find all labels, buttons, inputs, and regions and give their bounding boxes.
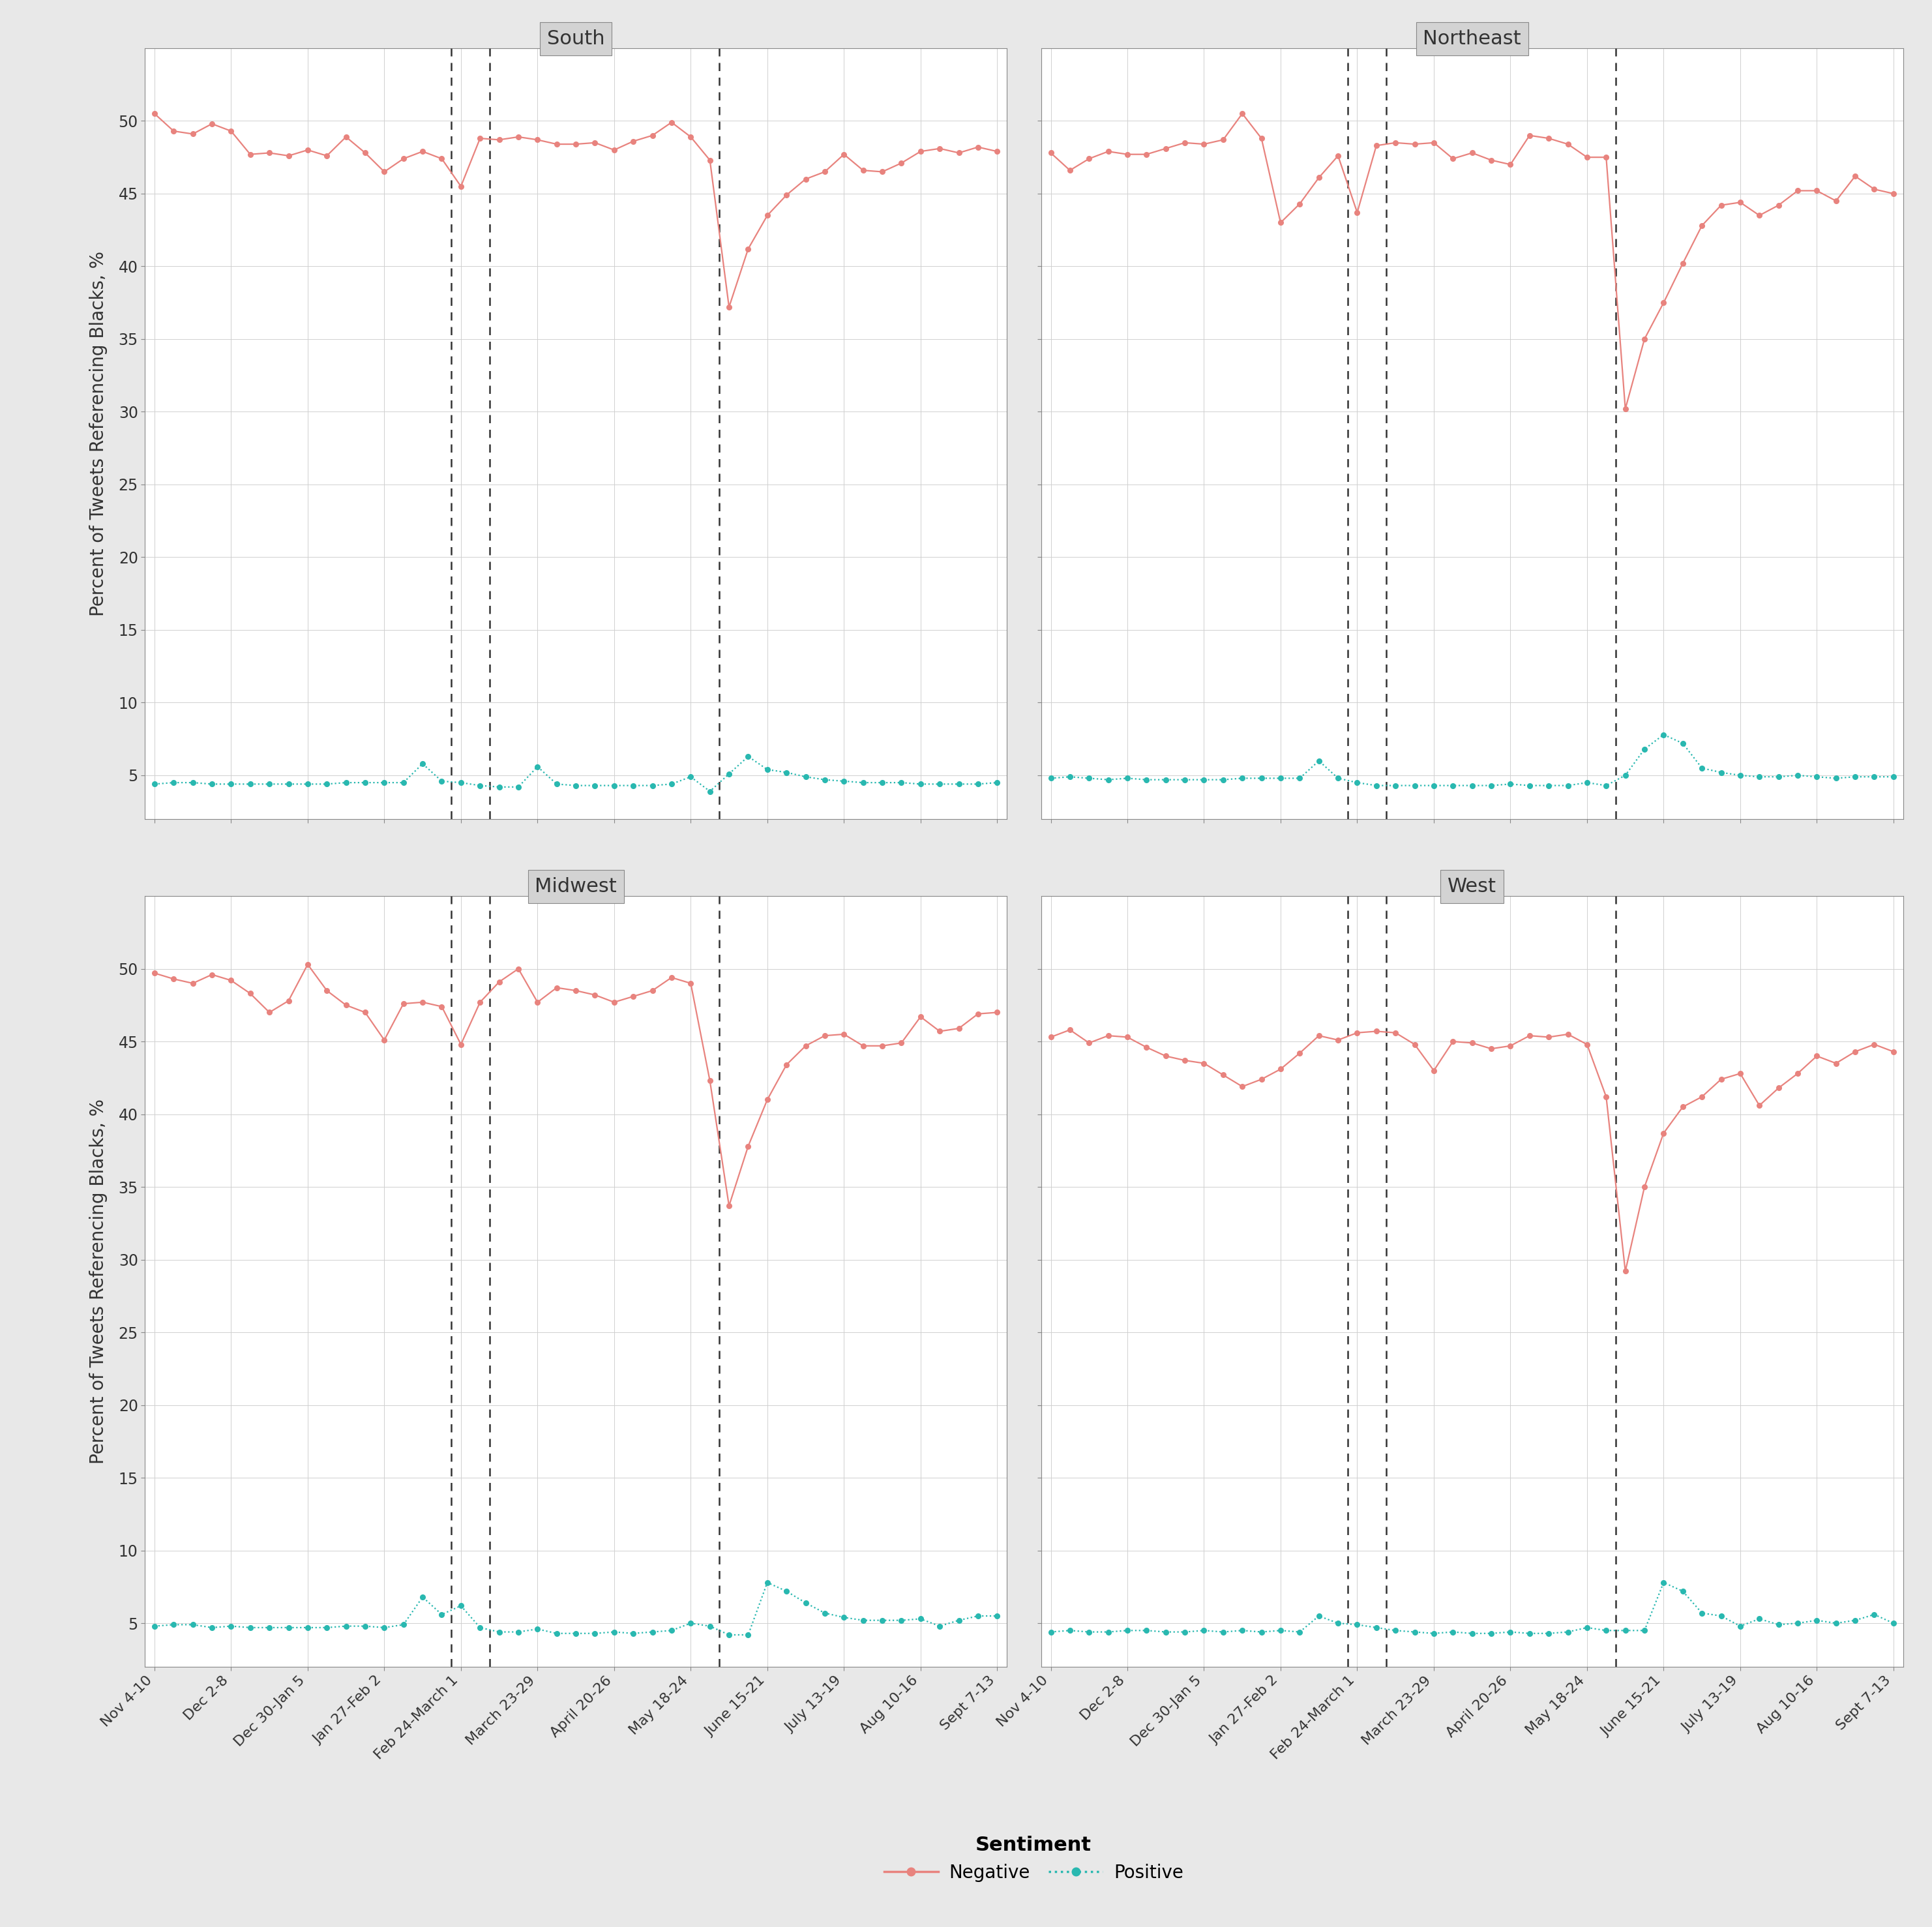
Y-axis label: Percent of Tweets Referencing Blacks, %: Percent of Tweets Referencing Blacks, % — [89, 1098, 108, 1465]
Title: Midwest: Midwest — [535, 877, 616, 896]
Title: Northeast: Northeast — [1424, 29, 1520, 48]
Title: South: South — [547, 29, 605, 48]
Y-axis label: Percent of Tweets Referencing Blacks, %: Percent of Tweets Referencing Blacks, % — [89, 251, 108, 617]
Title: West: West — [1447, 877, 1497, 896]
Legend: Negative, Positive: Negative, Positive — [877, 1829, 1190, 1888]
